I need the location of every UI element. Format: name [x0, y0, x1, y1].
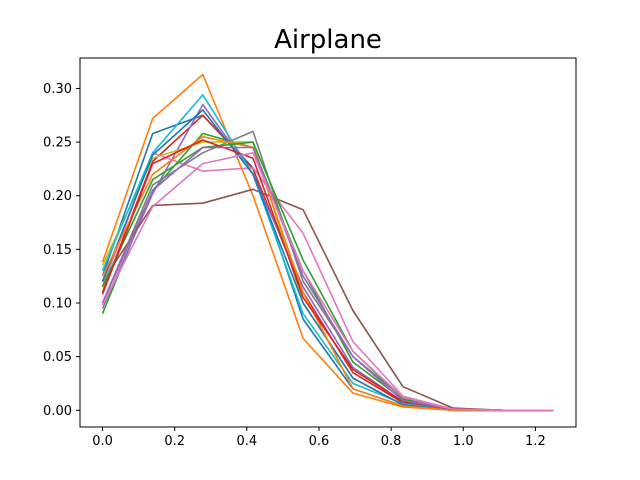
x-tick-label: 0.2 — [164, 434, 185, 449]
chart-title: Airplane — [274, 25, 382, 55]
x-tick-label: 0.0 — [92, 434, 113, 449]
y-tick-label: 0.00 — [43, 404, 72, 419]
series-lines — [101, 73, 554, 412]
y-tick-label: 0.30 — [43, 82, 72, 97]
series-line-13 — [101, 141, 554, 412]
y-tick-label: 0.10 — [43, 296, 72, 311]
x-tick-label: 0.6 — [309, 434, 330, 449]
series-line-12 — [101, 135, 554, 412]
series-line-6 — [101, 188, 554, 412]
y-tick-label: 0.25 — [43, 136, 72, 151]
x-tick-label: 0.8 — [381, 434, 402, 449]
series-line-2 — [101, 73, 554, 412]
y-tick-label: 0.05 — [43, 350, 72, 365]
series-line-16 — [101, 152, 554, 412]
x-tick-label: 0.4 — [236, 434, 257, 449]
series-line-9 — [101, 141, 554, 412]
y-axis-ticks: 0.00 0.05 0.10 0.15 0.20 0.25 0.30 — [43, 82, 80, 419]
series-line-8 — [101, 130, 554, 412]
series-line-14 — [101, 139, 554, 412]
y-tick-label: 0.20 — [43, 189, 72, 204]
series-line-10 — [101, 94, 554, 412]
x-tick-label: 1.2 — [525, 434, 546, 449]
series-line-5 — [101, 103, 554, 412]
x-axis-ticks: 0.0 0.2 0.4 0.6 0.8 1.0 1.2 — [92, 427, 546, 449]
x-tick-label: 1.0 — [453, 434, 474, 449]
plot-area-frame — [79, 57, 577, 428]
series-line-15 — [101, 146, 554, 412]
y-tick-label: 0.15 — [43, 243, 72, 258]
